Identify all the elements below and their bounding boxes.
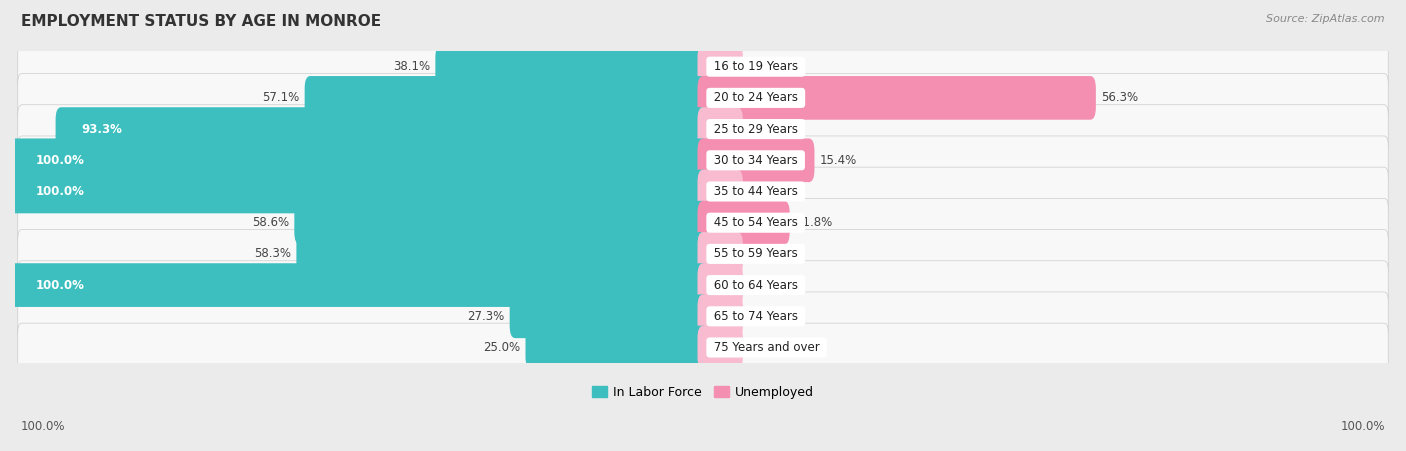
Text: 20 to 24 Years: 20 to 24 Years [710, 92, 801, 104]
Text: 30 to 34 Years: 30 to 34 Years [710, 154, 801, 167]
Text: 75 Years and over: 75 Years and over [710, 341, 824, 354]
Text: 65 to 74 Years: 65 to 74 Years [710, 310, 801, 323]
FancyBboxPatch shape [18, 42, 1388, 91]
Text: 0.0%: 0.0% [748, 185, 778, 198]
Text: 0.0%: 0.0% [748, 310, 778, 323]
FancyBboxPatch shape [18, 323, 1388, 372]
Text: 38.1%: 38.1% [392, 60, 430, 73]
FancyBboxPatch shape [697, 170, 742, 213]
FancyBboxPatch shape [697, 295, 742, 338]
FancyBboxPatch shape [697, 263, 742, 307]
Text: 0.0%: 0.0% [748, 341, 778, 354]
Text: 100.0%: 100.0% [35, 154, 84, 167]
Text: 57.1%: 57.1% [262, 92, 299, 104]
Text: EMPLOYMENT STATUS BY AGE IN MONROE: EMPLOYMENT STATUS BY AGE IN MONROE [21, 14, 381, 28]
Text: 25 to 29 Years: 25 to 29 Years [710, 123, 801, 136]
Text: 58.3%: 58.3% [254, 248, 291, 260]
Legend: In Labor Force, Unemployed: In Labor Force, Unemployed [586, 381, 820, 404]
FancyBboxPatch shape [436, 45, 709, 88]
Text: 0.0%: 0.0% [748, 60, 778, 73]
Text: 55 to 59 Years: 55 to 59 Years [710, 248, 801, 260]
Text: 15.4%: 15.4% [820, 154, 858, 167]
FancyBboxPatch shape [697, 76, 1095, 120]
FancyBboxPatch shape [697, 138, 814, 182]
FancyBboxPatch shape [10, 170, 709, 213]
FancyBboxPatch shape [18, 74, 1388, 122]
FancyBboxPatch shape [18, 167, 1388, 216]
Text: 60 to 64 Years: 60 to 64 Years [710, 279, 801, 292]
FancyBboxPatch shape [509, 295, 709, 338]
FancyBboxPatch shape [18, 230, 1388, 278]
FancyBboxPatch shape [697, 107, 742, 151]
Text: 100.0%: 100.0% [35, 185, 84, 198]
Text: 58.6%: 58.6% [252, 216, 288, 229]
FancyBboxPatch shape [294, 201, 709, 244]
Text: 93.3%: 93.3% [82, 123, 122, 136]
FancyBboxPatch shape [305, 76, 709, 120]
Text: 100.0%: 100.0% [21, 420, 66, 433]
FancyBboxPatch shape [18, 136, 1388, 184]
Text: 100.0%: 100.0% [1340, 420, 1385, 433]
FancyBboxPatch shape [10, 263, 709, 307]
Text: 16 to 19 Years: 16 to 19 Years [710, 60, 801, 73]
Text: 100.0%: 100.0% [35, 279, 84, 292]
Text: 56.3%: 56.3% [1101, 92, 1139, 104]
FancyBboxPatch shape [526, 326, 709, 369]
FancyBboxPatch shape [18, 105, 1388, 153]
Text: 0.0%: 0.0% [748, 279, 778, 292]
Text: 25.0%: 25.0% [482, 341, 520, 354]
Text: Source: ZipAtlas.com: Source: ZipAtlas.com [1267, 14, 1385, 23]
FancyBboxPatch shape [697, 326, 742, 369]
Text: 45 to 54 Years: 45 to 54 Years [710, 216, 801, 229]
FancyBboxPatch shape [697, 232, 742, 276]
FancyBboxPatch shape [18, 198, 1388, 247]
FancyBboxPatch shape [56, 107, 709, 151]
Text: 0.0%: 0.0% [748, 123, 778, 136]
Text: 27.3%: 27.3% [467, 310, 505, 323]
FancyBboxPatch shape [697, 201, 790, 244]
FancyBboxPatch shape [297, 232, 709, 276]
Text: 11.8%: 11.8% [796, 216, 832, 229]
FancyBboxPatch shape [18, 261, 1388, 309]
FancyBboxPatch shape [18, 292, 1388, 341]
FancyBboxPatch shape [697, 45, 742, 88]
FancyBboxPatch shape [10, 138, 709, 182]
Text: 35 to 44 Years: 35 to 44 Years [710, 185, 801, 198]
Text: 0.0%: 0.0% [748, 248, 778, 260]
